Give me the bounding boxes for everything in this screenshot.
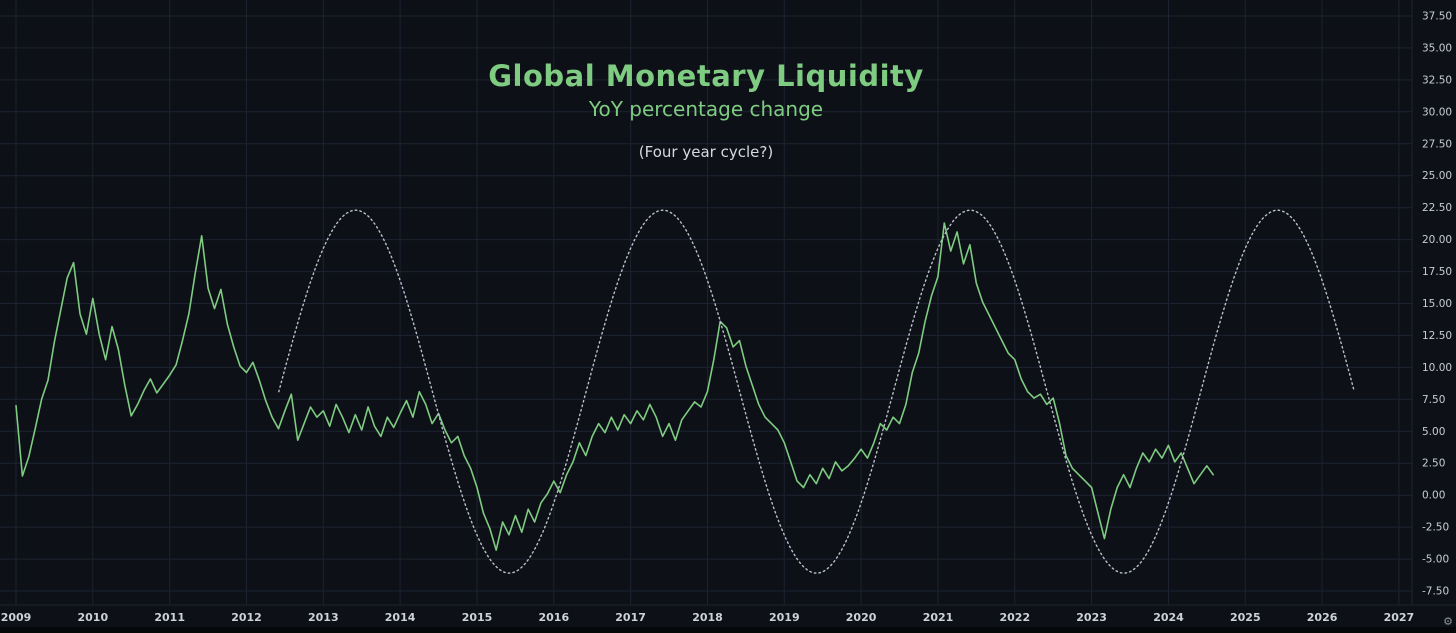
grid xyxy=(0,0,1412,605)
price-axis-label: 32.50 xyxy=(1422,74,1452,86)
price-axis-label: 27.50 xyxy=(1422,138,1452,150)
price-axis-label: 17.50 xyxy=(1422,266,1452,278)
time-axis-label: 2025 xyxy=(1230,611,1261,624)
time-axis-label: 2009 xyxy=(1,611,32,624)
series-global-monetary-liquidity-yoy xyxy=(15,222,1214,551)
time-axis-label: 2018 xyxy=(692,611,723,624)
time-axis-label: 2017 xyxy=(615,611,646,624)
time-axis-label: 2013 xyxy=(308,611,339,624)
price-axis[interactable]: 37.50 35.00 32.50 30.00 27.50 25.00 22.50 20.00… xyxy=(1422,11,1452,598)
time-axis-label: 2015 xyxy=(462,611,493,624)
time-axis-label: 2011 xyxy=(154,611,185,624)
price-axis-label: 20.00 xyxy=(1422,234,1452,246)
time-axis-label: 2010 xyxy=(77,611,108,624)
time-axis-label: 2027 xyxy=(1384,611,1415,624)
time-axis-label: 2016 xyxy=(538,611,569,624)
time-axis-label: 2012 xyxy=(231,611,262,624)
price-axis-label: 0.00 xyxy=(1422,490,1445,502)
price-axis-label: 30.00 xyxy=(1422,106,1452,118)
time-axis-label: 2019 xyxy=(769,611,800,624)
price-axis-label: 7.50 xyxy=(1422,394,1445,406)
price-axis-label: 5.00 xyxy=(1422,426,1445,438)
price-axis-label: 25.00 xyxy=(1422,170,1452,182)
price-axis-label: -5.00 xyxy=(1422,554,1449,566)
series-four-year-cycle xyxy=(278,209,1356,574)
settings-icon[interactable]: ⚙ xyxy=(1443,615,1453,628)
price-axis-label: 37.50 xyxy=(1422,11,1452,23)
price-axis-label: -7.50 xyxy=(1422,586,1449,598)
time-axis-label: 2023 xyxy=(1076,611,1107,624)
time-axis[interactable]: 2009 2010 2011 2012 2013 2014 2015 2016 2017 2018… xyxy=(1,611,1415,624)
time-axis-label: 2020 xyxy=(846,611,877,624)
time-axis-label: 2026 xyxy=(1307,611,1338,624)
time-axis-label: 2014 xyxy=(385,611,416,624)
price-axis-label: 10.00 xyxy=(1422,362,1452,374)
time-axis-label: 2022 xyxy=(999,611,1030,624)
price-axis-label: 2.50 xyxy=(1422,458,1445,470)
price-axis-label: 15.00 xyxy=(1422,298,1452,310)
price-axis-label: -2.50 xyxy=(1422,522,1449,534)
price-axis-label: 12.50 xyxy=(1422,330,1452,342)
time-axis-label: 2021 xyxy=(923,611,954,624)
time-axis-label: 2024 xyxy=(1153,611,1184,624)
bottom-strip xyxy=(0,627,1456,633)
price-axis-label: 35.00 xyxy=(1422,42,1452,54)
price-axis-label: 22.50 xyxy=(1422,202,1452,214)
